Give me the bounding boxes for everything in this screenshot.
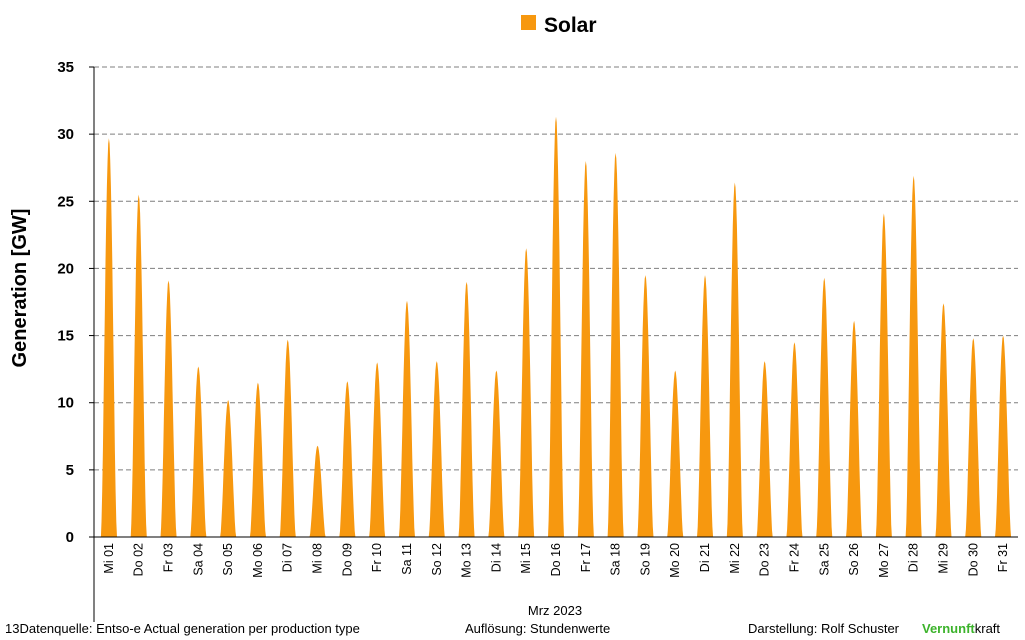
solar-day-area (697, 275, 714, 537)
x-tick-label: Di 21 (698, 543, 712, 572)
x-tick-label: Sa 25 (817, 543, 831, 576)
solar-day-area (816, 277, 833, 537)
y-tick-label: 35 (57, 59, 74, 76)
solar-day-area (339, 381, 356, 537)
x-tick-label: Mo 13 (460, 543, 474, 578)
x-tick-label: So 26 (847, 543, 861, 576)
x-tick-label: Mo 27 (877, 543, 891, 578)
x-tick-label: Di 14 (489, 543, 503, 572)
y-tick-labels: 0 5 10 15 20 25 30 35 (57, 59, 74, 546)
x-tick-label: Sa 04 (191, 543, 205, 576)
x-tick-label: Di 07 (281, 543, 295, 572)
x-tick-label: Do 16 (549, 543, 563, 576)
x-tick-label: Mi 29 (937, 543, 951, 574)
solar-day-area (846, 320, 863, 537)
x-tick-label: Do 23 (758, 543, 772, 576)
solar-day-area (756, 361, 773, 537)
solar-day-area (607, 152, 624, 537)
x-axis-label: Mrz 2023 (528, 603, 582, 618)
solar-day-area (190, 366, 207, 537)
solar-day-area (220, 400, 237, 537)
y-tick-label: 15 (57, 328, 74, 345)
y-tick-label: 30 (57, 126, 74, 143)
x-tick-label: Sa 11 (400, 543, 414, 575)
x-tick-label: Mi 01 (102, 543, 116, 574)
legend-label-solar: Solar (544, 14, 597, 37)
x-tick-label: Di 28 (907, 543, 921, 572)
legend-swatch-solar (521, 15, 536, 30)
solar-day-area (458, 281, 475, 537)
solar-day-area (577, 161, 594, 537)
x-tick-label: So 12 (430, 543, 444, 576)
solar-day-area (488, 370, 505, 537)
x-tick-label: Mi 22 (728, 543, 742, 574)
solar-day-area (398, 300, 415, 537)
x-tick-label: So 19 (638, 543, 652, 576)
footer-resolution: Auflösung: Stundenwerte (465, 621, 611, 636)
x-tick-label: Mi 08 (311, 543, 325, 574)
x-tick-label: Fr 03 (162, 543, 176, 572)
solar-series (100, 116, 1012, 538)
x-tick-label: Fr 10 (370, 543, 384, 572)
brand-vernunft: Vernunft (922, 621, 975, 636)
solar-day-area (518, 248, 535, 538)
solar-day-area (309, 445, 326, 537)
footer-source: 13Datenquelle: Entso-e Actual generation… (5, 621, 360, 636)
solar-day-area (279, 339, 296, 537)
legend: Solar (521, 14, 597, 37)
solar-day-area (428, 361, 445, 537)
x-tick-label: Fr 24 (788, 543, 802, 572)
x-tick-label: So 05 (221, 543, 235, 576)
solar-day-area (160, 280, 177, 537)
solar-day-area (905, 175, 922, 538)
solar-day-area (965, 338, 982, 537)
brand-kraft: kraft (974, 621, 1001, 636)
solar-day-area (130, 194, 147, 537)
y-axis-label: Generation [GW] (9, 209, 31, 368)
x-tick-label: Fr 31 (996, 543, 1010, 572)
y-tick-label: 20 (57, 260, 74, 277)
footer-brand: Vernunftkraft (922, 621, 1000, 636)
y-tick-label: 5 (66, 462, 74, 479)
y-tick-label: 10 (57, 395, 74, 412)
x-tick-label: Do 09 (340, 543, 354, 576)
solar-day-area (875, 213, 892, 537)
y-tick-label: 25 (57, 193, 74, 210)
x-tick-label: Sa 18 (609, 543, 623, 576)
x-tick-labels: Mi 01 Do 02 Fr 03 Sa 04 So 05 Mo 06 Di 07 Mi 08… (102, 543, 1010, 578)
x-tick-label: Mi 15 (519, 543, 533, 574)
footer-author: Darstellung: Rolf Schuster (748, 621, 900, 636)
gridlines (94, 66, 1018, 471)
x-tick-label: Mo 06 (251, 543, 265, 578)
solar-day-area (100, 138, 117, 537)
solar-day-area (637, 275, 654, 537)
solar-day-area (786, 342, 803, 537)
axes (89, 66, 1018, 622)
x-tick-label: Fr 17 (579, 543, 593, 572)
y-tick-label: 0 (66, 529, 74, 546)
solar-day-area (995, 335, 1012, 537)
x-tick-label: Mo 20 (668, 543, 682, 578)
solar-day-area (726, 182, 743, 537)
solar-day-area (249, 382, 266, 537)
solar-day-area (369, 362, 386, 537)
x-tick-label: Do 30 (966, 543, 980, 576)
x-tick-label: Do 02 (132, 543, 146, 576)
solar-day-area (935, 303, 952, 537)
solar-day-area (667, 370, 684, 537)
solar-day-area (548, 116, 564, 537)
